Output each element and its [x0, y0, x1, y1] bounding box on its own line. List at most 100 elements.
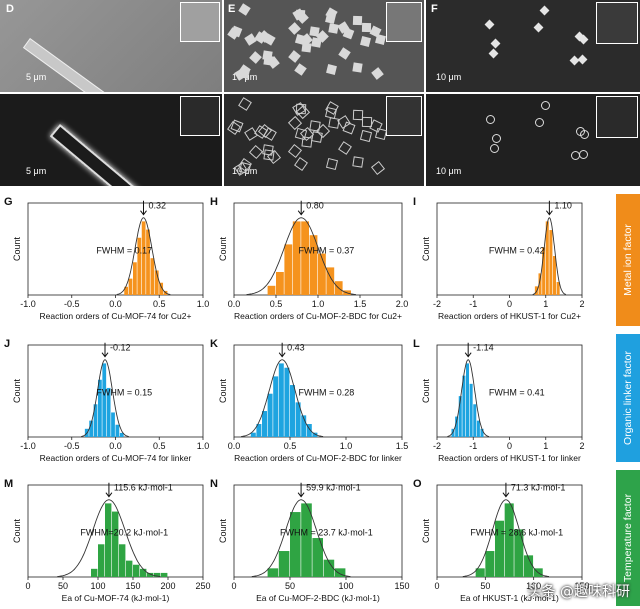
cube-particle — [294, 63, 308, 76]
histogram-bar — [273, 376, 279, 437]
watermark: 头条 @趣味科研 — [527, 584, 630, 600]
inset-box — [180, 2, 220, 42]
histogram-bar — [154, 270, 159, 295]
x-tick-label: 2 — [579, 441, 584, 451]
x-tick-label: 0.0 — [228, 299, 241, 309]
histogram-bar — [309, 235, 318, 295]
x-tick-label: 0 — [507, 299, 512, 309]
micrograph-f-bottom: 10 μm — [426, 94, 640, 186]
x-tick-label: -1 — [469, 299, 477, 309]
y-axis-label: Count — [218, 519, 228, 544]
histogram-bar — [137, 237, 142, 295]
histogram-bar — [256, 424, 262, 437]
y-axis-label: Count — [421, 379, 431, 404]
panel-label: J — [4, 338, 10, 350]
histogram-bar — [458, 396, 462, 437]
side-label-temperature: Temperature factor — [616, 470, 640, 606]
histogram-bar — [106, 387, 111, 437]
cube-particle — [294, 33, 306, 45]
histogram-bar — [250, 432, 256, 437]
micrograph-d-top: D 5 μm — [0, 0, 222, 92]
x-tick-label: 0.5 — [153, 441, 166, 451]
micrograph-e-top: E 10 μm — [224, 0, 424, 92]
histogram-bar — [278, 363, 284, 437]
panel-label: H — [210, 196, 218, 208]
histogram-bar — [301, 415, 307, 437]
gaussian-fit-curve — [532, 217, 567, 295]
panel-label: E — [228, 3, 236, 15]
gaussian-fit-curve — [462, 499, 550, 577]
x-axis-label: Reaction orders of Cu-MOF-2-BDC for link… — [234, 453, 402, 463]
side-label-metal-ion: Metal ion factor — [616, 194, 640, 326]
panel-label: F — [431, 3, 438, 15]
cube-particle — [288, 49, 301, 63]
histogram-bar — [295, 402, 301, 437]
histogram-i: 1.10 FWHM = 0.42 -2 -1 0 1 2 Reaction orders of… — [413, 196, 585, 321]
octahedron-particle — [533, 22, 544, 33]
peak-label: 115.6 kJ·mol-1 — [114, 483, 173, 493]
cube-particle — [238, 3, 251, 17]
histogram-bar — [306, 424, 312, 437]
x-axis-label: Reaction orders of HKUST-1 for Cu2+ — [438, 311, 581, 321]
cube-particle — [328, 22, 339, 34]
histogram-bar — [276, 272, 284, 295]
octahedron-particle — [540, 101, 550, 111]
cube-particle — [362, 116, 373, 127]
fwhm-label: FWHM = 23.7 kJ·mol-1 — [280, 528, 373, 538]
peak-arrow-icon — [105, 482, 113, 498]
histogram-bar — [556, 282, 560, 295]
panel-label: D — [6, 3, 14, 15]
scale-bar: 5 μm — [26, 72, 47, 82]
histogram-bar — [290, 385, 295, 437]
x-tick-label: 150 — [394, 581, 409, 591]
x-tick-label: -1 — [469, 441, 477, 451]
histogram-bar — [98, 379, 102, 437]
side-label-organic-linker: Organic linker factor — [616, 334, 640, 462]
x-tick-label: 1 — [543, 441, 548, 451]
x-tick-label: 0.0 — [109, 441, 122, 451]
histogram-bar — [161, 572, 168, 577]
cube-particle — [294, 127, 307, 140]
peak-arrow-icon — [502, 482, 510, 498]
histogram-bar — [133, 564, 140, 577]
histogram-bar — [466, 363, 470, 437]
histogram-bar — [545, 221, 549, 295]
x-tick-label: 0 — [231, 581, 236, 591]
x-tick-label: 2 — [579, 299, 584, 309]
x-tick-label: -2 — [433, 299, 441, 309]
inset-box — [180, 96, 220, 136]
histogram-bar — [98, 544, 105, 577]
histogram-bar — [473, 404, 477, 437]
x-tick-label: 150 — [125, 581, 140, 591]
octahedron-particle — [488, 48, 499, 59]
side-label-text: Temperature factor — [622, 493, 634, 583]
x-tick-label: -0.5 — [64, 441, 80, 451]
octahedron-particle — [492, 133, 502, 143]
histogram-bar — [128, 278, 133, 295]
histogram-bar — [553, 256, 557, 295]
histogram-bar — [538, 273, 542, 295]
peak-arrow-icon — [101, 342, 109, 358]
histogram-bar — [154, 572, 161, 577]
x-tick-label: 50 — [58, 581, 68, 591]
peak-label: 0.43 — [287, 343, 305, 353]
rod-crystal — [22, 38, 170, 92]
cube-particle — [338, 140, 353, 155]
x-tick-label: 0 — [25, 581, 30, 591]
side-label-text: Metal ion factor — [622, 224, 635, 296]
histogram-bar — [267, 285, 276, 295]
histogram-o: 71.3 kJ·mol-1 FWHM = 28.6 kJ·mol-1 0 50 100 1… — [413, 478, 590, 603]
cube-particle — [287, 22, 301, 35]
inset-box — [596, 96, 638, 138]
x-tick-label: 0.0 — [228, 441, 241, 451]
histogram-bar — [124, 286, 129, 295]
histogram-bar — [455, 416, 459, 437]
histogram-bar — [111, 412, 115, 437]
histogram-bar — [119, 432, 124, 437]
histogram-bar — [334, 568, 346, 577]
histogram-bar — [290, 512, 301, 577]
histogram-bar — [301, 503, 312, 577]
peak-label: 71.3 kJ·mol-1 — [511, 483, 566, 493]
octahedron-particle — [570, 151, 580, 161]
histogram-bar — [93, 404, 98, 437]
